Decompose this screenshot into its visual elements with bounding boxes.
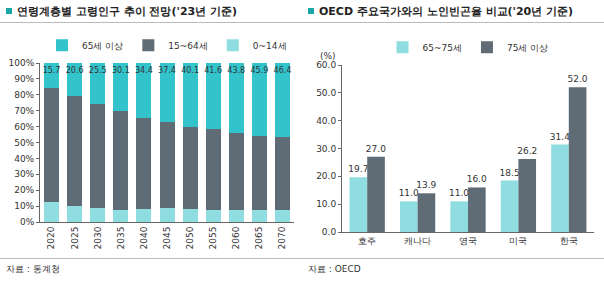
svg-text:60.0: 60.0 — [316, 60, 336, 70]
svg-text:43.8: 43.8 — [227, 66, 245, 75]
svg-text:40.0: 40.0 — [316, 116, 336, 126]
svg-text:60%: 60% — [14, 122, 34, 132]
svg-text:2050: 2050 — [185, 226, 195, 249]
svg-text:30.0: 30.0 — [316, 144, 336, 154]
svg-text:2055: 2055 — [208, 227, 218, 250]
svg-text:2045: 2045 — [162, 227, 172, 250]
svg-text:70%: 70% — [14, 106, 34, 116]
svg-text:16.0: 16.0 — [467, 174, 487, 184]
svg-text:미국: 미국 — [509, 236, 527, 246]
svg-text:0%: 0% — [20, 217, 35, 227]
svg-text:75세 이상: 75세 이상 — [507, 43, 548, 53]
svg-text:19.7: 19.7 — [348, 164, 368, 174]
svg-text:27.0: 27.0 — [366, 144, 386, 154]
svg-text:0.0: 0.0 — [322, 227, 337, 237]
svg-text:2030: 2030 — [93, 226, 103, 249]
svg-text:20.6: 20.6 — [66, 66, 84, 75]
svg-text:50.0: 50.0 — [316, 88, 336, 98]
svg-text:2025: 2025 — [70, 227, 80, 250]
svg-text:26.2: 26.2 — [517, 146, 537, 156]
svg-text:(%): (%) — [320, 51, 336, 61]
svg-text:호주: 호주 — [358, 236, 376, 246]
svg-text:2060: 2060 — [231, 226, 241, 249]
html-text:자료 : 통계청: 자료 : 통계청 — [6, 263, 60, 274]
svg-text:50%: 50% — [14, 138, 34, 148]
svg-text:15.7: 15.7 — [43, 66, 61, 75]
svg-text:13.9: 13.9 — [416, 180, 436, 190]
svg-text:37.4: 37.4 — [158, 66, 176, 75]
svg-text:25.5: 25.5 — [89, 66, 107, 75]
svg-text:34.4: 34.4 — [135, 66, 153, 75]
svg-text:30.1: 30.1 — [112, 66, 130, 75]
svg-text:10.0: 10.0 — [316, 199, 336, 209]
svg-text:20%: 20% — [14, 185, 34, 195]
svg-text:45.9: 45.9 — [250, 66, 268, 75]
svg-text:30%: 30% — [14, 169, 34, 179]
html-text:OECD 주요국가와의 노인빈곤율 비교('20년 기준): OECD 주요국가와의 노인빈곤율 비교('20년 기준) — [319, 4, 574, 18]
svg-text:영국: 영국 — [459, 236, 477, 246]
svg-text:0~14세: 0~14세 — [253, 41, 287, 51]
html-text:연령계층별 고령인구 추이 전망('23년 기준): 연령계층별 고령인구 추이 전망('23년 기준) — [17, 4, 238, 18]
svg-text:31.4: 31.4 — [550, 132, 570, 142]
svg-text:한국: 한국 — [560, 236, 578, 246]
svg-text:10%: 10% — [14, 201, 34, 211]
svg-text:40.1: 40.1 — [181, 66, 199, 75]
svg-text:40%: 40% — [14, 154, 34, 164]
svg-text:15~64세: 15~64세 — [168, 41, 207, 51]
svg-text:100%: 100% — [8, 58, 34, 68]
svg-text:2020: 2020 — [46, 226, 56, 249]
svg-text:2035: 2035 — [116, 227, 126, 250]
svg-text:11.0: 11.0 — [399, 188, 419, 198]
svg-text:80%: 80% — [14, 90, 34, 100]
svg-text:90%: 90% — [14, 74, 34, 84]
svg-text:65~75세: 65~75세 — [423, 43, 462, 53]
svg-text:캐나다: 캐나다 — [404, 236, 431, 246]
svg-text:18.5: 18.5 — [500, 168, 520, 178]
svg-text:2040: 2040 — [139, 226, 149, 249]
html-text:자료 : OECD: 자료 : OECD — [308, 263, 361, 274]
svg-text:41.6: 41.6 — [204, 66, 222, 75]
svg-text:2070: 2070 — [277, 226, 287, 249]
svg-text:65세 이상: 65세 이상 — [82, 41, 123, 51]
svg-text:20.0: 20.0 — [316, 171, 336, 181]
svg-text:46.4: 46.4 — [274, 66, 292, 75]
svg-text:2065: 2065 — [254, 227, 264, 250]
svg-text:52.0: 52.0 — [567, 74, 587, 84]
svg-text:11.0: 11.0 — [449, 188, 469, 198]
